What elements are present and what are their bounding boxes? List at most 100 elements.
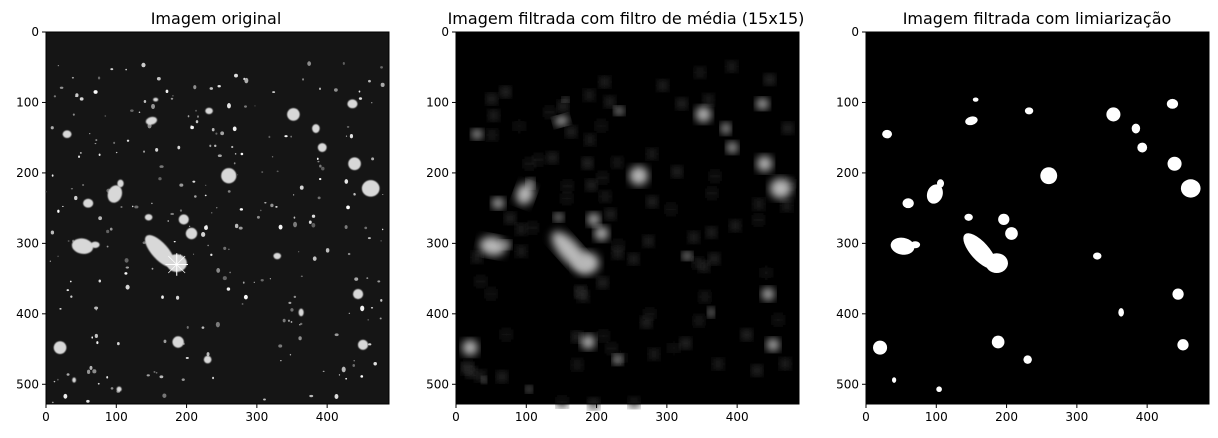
panel-mean-filter: Imagem filtrada com filtro de média (15x… bbox=[426, 9, 804, 424]
threshold-blob bbox=[991, 335, 1005, 349]
threshold-blob bbox=[873, 340, 888, 355]
blurred-speck bbox=[649, 349, 659, 360]
star-point bbox=[238, 226, 243, 230]
star-point bbox=[316, 157, 319, 161]
star-point bbox=[317, 196, 321, 200]
threshold-blob bbox=[910, 241, 921, 249]
blurred-blob bbox=[756, 98, 769, 110]
star-point bbox=[299, 322, 303, 325]
star-point bbox=[354, 277, 359, 281]
star-point bbox=[244, 77, 249, 84]
blurred-blob bbox=[481, 376, 487, 384]
blurred-speck bbox=[572, 332, 582, 342]
star-point bbox=[382, 228, 384, 231]
blurred-blob bbox=[721, 123, 731, 134]
blurred-speck bbox=[533, 154, 544, 165]
galaxy-blob bbox=[172, 336, 184, 348]
threshold-blob bbox=[1131, 123, 1141, 134]
star-point bbox=[59, 86, 64, 89]
blurred-speck bbox=[647, 196, 658, 207]
threshold-blob bbox=[1106, 107, 1121, 122]
threshold-blob bbox=[972, 97, 979, 102]
star-point bbox=[345, 135, 348, 137]
star-point bbox=[98, 153, 101, 157]
star-point bbox=[93, 90, 98, 94]
axes-frame bbox=[45, 31, 390, 405]
blurred-blob bbox=[462, 339, 478, 356]
blurred-speck bbox=[605, 209, 616, 220]
galaxy-blob bbox=[83, 198, 94, 208]
star-point bbox=[379, 317, 382, 320]
star-point bbox=[231, 145, 234, 149]
star-point bbox=[293, 295, 297, 298]
blurred-speck bbox=[613, 240, 624, 251]
star-point bbox=[163, 339, 167, 344]
star-point bbox=[232, 126, 237, 132]
threshold-blob bbox=[1167, 156, 1182, 171]
x-tick-label: 300 bbox=[245, 410, 268, 424]
star-point bbox=[380, 298, 383, 302]
star-point bbox=[366, 277, 369, 280]
x-tick-label: 200 bbox=[995, 410, 1018, 424]
star-point bbox=[223, 246, 227, 250]
blurred-speck bbox=[584, 90, 595, 101]
blurred-speck bbox=[544, 107, 555, 118]
threshold-blob bbox=[964, 213, 973, 221]
star-point bbox=[185, 357, 189, 359]
x-tick-label: 0 bbox=[862, 410, 870, 424]
y-tick-label: 500 bbox=[426, 377, 449, 391]
blurred-speck bbox=[688, 232, 699, 243]
galaxy-blob bbox=[205, 107, 213, 115]
blurred-speck bbox=[761, 267, 772, 278]
star-point bbox=[74, 195, 78, 201]
threshold-blob bbox=[890, 237, 915, 255]
star-point bbox=[298, 336, 302, 341]
star-point bbox=[91, 336, 94, 339]
star-point bbox=[69, 280, 72, 283]
galaxy-blob bbox=[312, 124, 320, 133]
star-point bbox=[233, 162, 236, 165]
galaxy-blob bbox=[273, 252, 282, 260]
threshold-blob bbox=[926, 184, 943, 204]
star-point bbox=[50, 230, 55, 235]
blurred-speck bbox=[657, 80, 668, 91]
galaxy-blob bbox=[145, 116, 158, 125]
star-point bbox=[49, 260, 51, 262]
star-point bbox=[353, 192, 356, 196]
star-point bbox=[260, 278, 264, 282]
galaxy-blob bbox=[185, 227, 198, 240]
star-point bbox=[106, 229, 110, 234]
galaxy-blob bbox=[90, 241, 100, 248]
blurred-blob bbox=[581, 335, 596, 349]
star-point bbox=[293, 194, 295, 196]
threshold-blob bbox=[1177, 339, 1189, 351]
star-point bbox=[158, 177, 162, 181]
star-point bbox=[268, 135, 271, 139]
star-point bbox=[346, 125, 350, 128]
y-tick-label: 100 bbox=[426, 95, 449, 109]
star-point bbox=[278, 224, 283, 230]
star-point bbox=[349, 133, 354, 139]
star-point bbox=[120, 206, 123, 208]
blurred-speck bbox=[486, 288, 497, 299]
blurred-speck bbox=[472, 252, 482, 263]
x-tick-label: 400 bbox=[316, 410, 339, 424]
star-point bbox=[125, 68, 127, 71]
star-point bbox=[342, 62, 345, 65]
y-tick-label: 400 bbox=[836, 307, 859, 321]
star-point bbox=[334, 333, 339, 337]
threshold-blob bbox=[985, 253, 1008, 273]
star-point bbox=[151, 103, 156, 109]
blurred-speck bbox=[600, 191, 611, 202]
blurred-speck bbox=[597, 277, 608, 288]
blurred-speck bbox=[780, 358, 791, 369]
star-point bbox=[317, 160, 320, 163]
star-point bbox=[97, 382, 100, 385]
star-point bbox=[253, 281, 255, 283]
star-point bbox=[319, 87, 321, 90]
blurred-speck bbox=[753, 199, 764, 210]
star-point bbox=[86, 369, 91, 375]
blurred-speck bbox=[566, 126, 577, 137]
axes-frame bbox=[865, 31, 1210, 405]
star-point bbox=[348, 312, 351, 314]
